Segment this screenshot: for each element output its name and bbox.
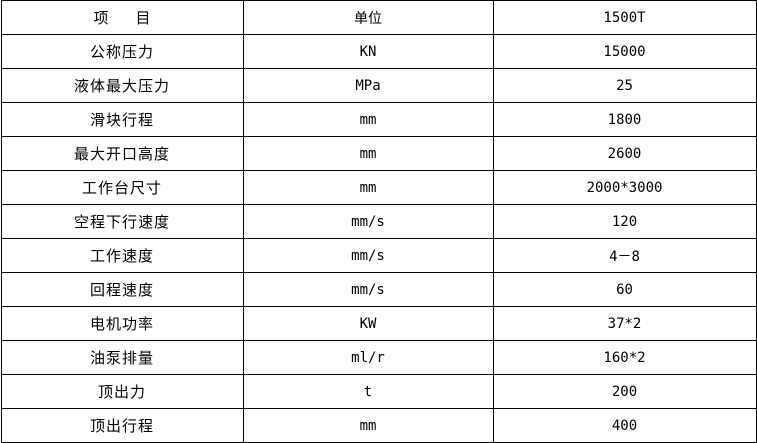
row-unit-value: KN <box>242 34 494 69</box>
column-header-model: 1500T <box>492 0 757 35</box>
row-item-label: 最大开口高度 <box>0 136 244 171</box>
row-spec-value: 2600 <box>492 136 757 171</box>
row-spec-value: 400 <box>492 408 757 443</box>
row-unit-value: mm <box>242 102 494 137</box>
row-unit-value: KW <box>242 306 494 341</box>
table-row: 回程速度 mm/s 60 <box>0 272 757 307</box>
row-unit-value: mm <box>242 408 494 443</box>
row-item-label: 液体最大压力 <box>0 68 244 103</box>
row-unit-value: MPa <box>242 68 494 103</box>
row-unit-value: mm/s <box>242 204 494 239</box>
row-spec-value: 4－8 <box>492 238 757 273</box>
row-spec-value: 60 <box>492 272 757 307</box>
row-spec-value: 120 <box>492 204 757 239</box>
table-row: 工作速度 mm/s 4－8 <box>0 238 757 273</box>
row-spec-value: 37*2 <box>492 306 757 341</box>
table-row: 电机功率 KW 37*2 <box>0 306 757 341</box>
table-row: 空程下行速度 mm/s 120 <box>0 204 757 239</box>
row-unit-value: t <box>242 374 494 409</box>
row-item-label: 空程下行速度 <box>0 204 244 239</box>
row-spec-value: 15000 <box>492 34 757 69</box>
row-item-label: 油泵排量 <box>0 340 244 375</box>
table-row: 液体最大压力 MPa 25 <box>0 68 757 103</box>
column-header-unit: 单位 <box>242 0 494 35</box>
row-unit-value: mm <box>242 136 494 171</box>
row-item-label: 电机功率 <box>0 306 244 341</box>
row-unit-value: mm/s <box>242 272 494 307</box>
row-spec-value: 160*2 <box>492 340 757 375</box>
row-spec-value: 2000*3000 <box>492 170 757 205</box>
row-item-label: 公称压力 <box>0 34 244 69</box>
row-item-label: 工作台尺寸 <box>0 170 244 205</box>
row-unit-value: ml/r <box>242 340 494 375</box>
row-item-label: 滑块行程 <box>0 102 244 137</box>
row-spec-value: 200 <box>492 374 757 409</box>
table-row: 滑块行程 mm 1800 <box>0 102 757 137</box>
row-unit-value: mm <box>242 170 494 205</box>
column-header-item: 项 目 <box>0 0 244 35</box>
row-item-label: 回程速度 <box>0 272 244 307</box>
row-item-label: 顶出力 <box>0 374 244 409</box>
row-spec-value: 25 <box>492 68 757 103</box>
table-row: 公称压力 KN 15000 <box>0 34 757 69</box>
table-row: 工作台尺寸 mm 2000*3000 <box>0 170 757 205</box>
row-item-label: 工作速度 <box>0 238 244 273</box>
row-unit-value: mm/s <box>242 238 494 273</box>
row-spec-value: 1800 <box>492 102 757 137</box>
row-item-label: 顶出行程 <box>0 408 244 443</box>
table-row: 最大开口高度 mm 2600 <box>0 136 757 171</box>
table-row: 顶出力 t 200 <box>0 374 757 409</box>
table-row: 顶出行程 mm 400 <box>0 408 757 443</box>
table-header-row: 项 目 单位 1500T <box>0 0 757 35</box>
table-row: 油泵排量 ml/r 160*2 <box>0 340 757 375</box>
